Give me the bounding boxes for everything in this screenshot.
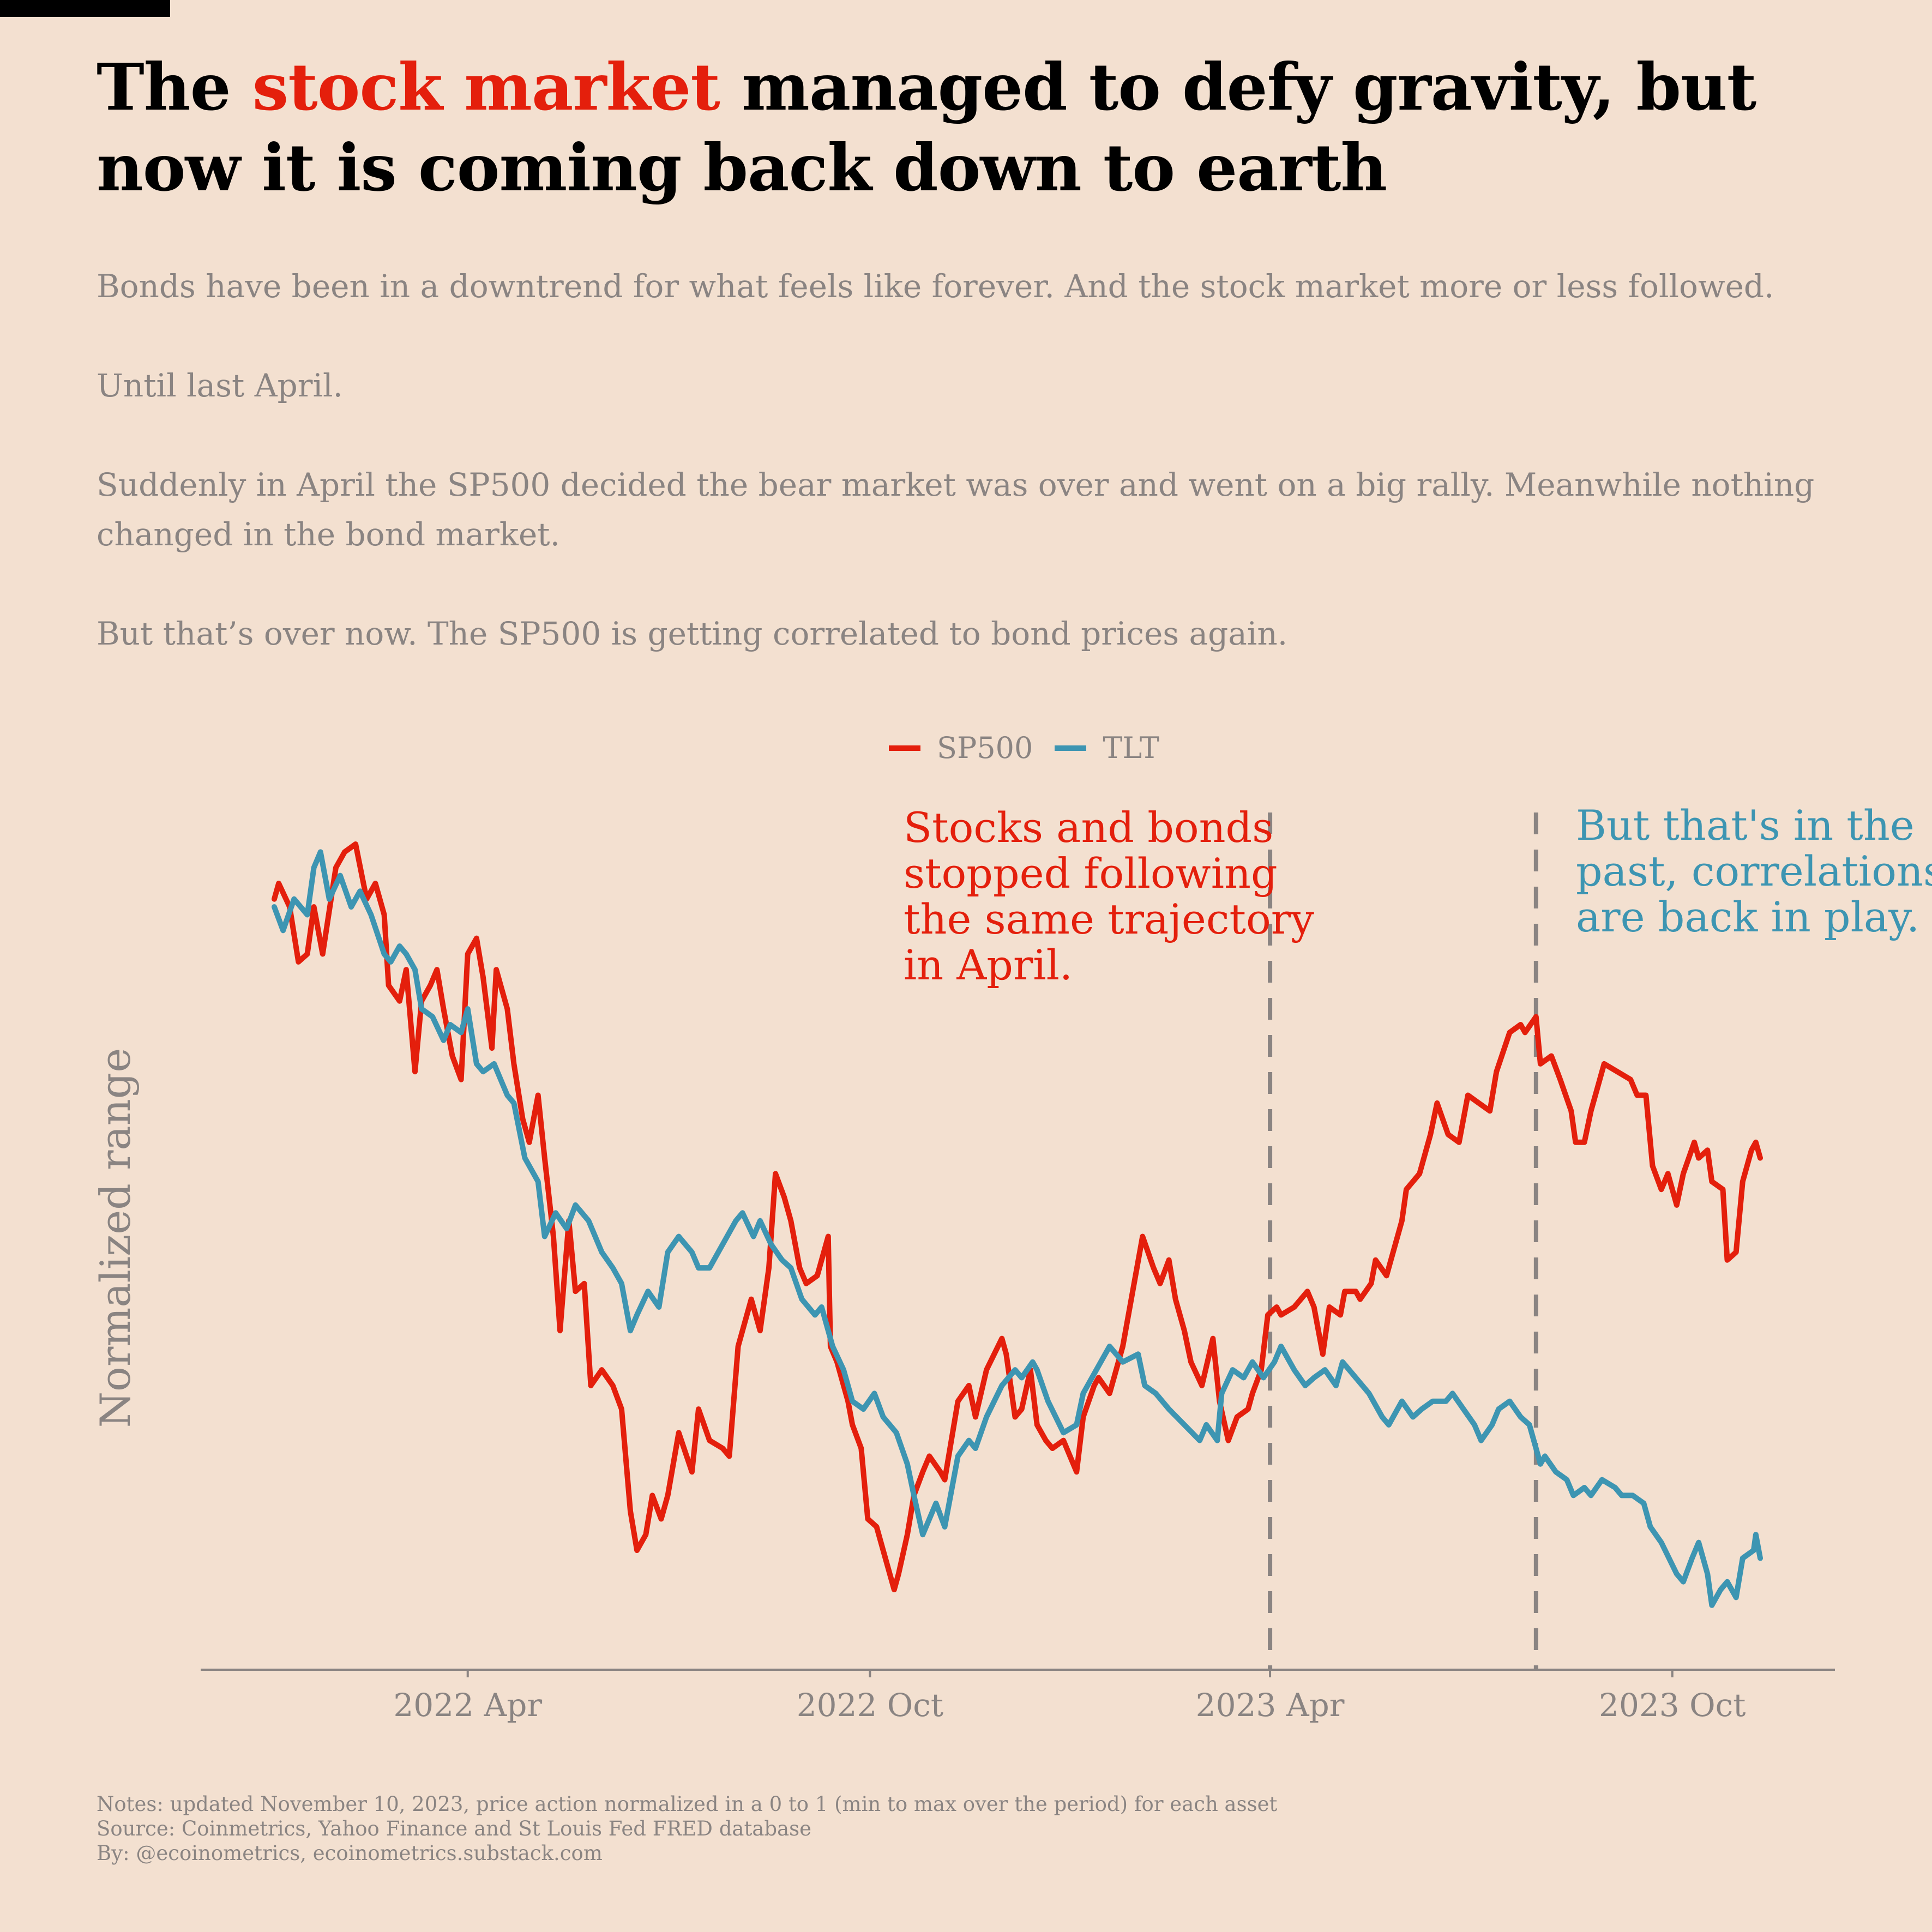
annotation-line: the same trajectory: [904, 895, 1314, 943]
footer-notes: Notes: updated November 10, 2023, price …: [97, 1792, 1278, 1816]
legend-swatch-tlt: [1055, 745, 1087, 751]
annotation-line: But that's in the: [1576, 801, 1915, 850]
annotations: Stocks and bonds stopped following the sam…: [904, 801, 1932, 989]
subtitle-paragraph: Suddenly in April the SP500 decided the …: [97, 466, 1815, 553]
title-accent: stock market: [252, 49, 720, 125]
subtitle-paragraph: Bonds have been in a downtrend for what …: [97, 268, 1774, 305]
x-axis-ticks: 2022 Apr 2022 Oct 2023 Apr 2023 Oct: [393, 1670, 1746, 1724]
chart-footer: Notes: updated November 10, 2023, price …: [97, 1792, 1277, 1865]
chart-subtitle: Bonds have been in a downtrend for what …: [97, 262, 1869, 659]
x-tick-label: 2023 Apr: [1196, 1687, 1345, 1724]
x-tick-label: 2022 Apr: [393, 1687, 542, 1724]
legend-swatch-sp500: [889, 745, 920, 751]
x-tick-label: 2022 Oct: [797, 1687, 943, 1724]
y-axis-label: Normalized range: [91, 1048, 140, 1428]
legend-label-tlt: TLT: [1103, 731, 1159, 765]
annotation-line: Stocks and bonds: [904, 803, 1273, 852]
subtitle-paragraph: But that’s over now. The SP500 is gettin…: [97, 615, 1288, 652]
annotation-line: stopped following: [904, 849, 1278, 898]
chart-legend: SP500 TLT: [889, 731, 1181, 765]
chart-title: The stock market managed to defy gravity…: [97, 47, 1896, 208]
series-line-tlt: [272, 849, 1763, 1608]
legend-item-sp500: SP500: [889, 731, 1033, 765]
legend-label-sp500: SP500: [937, 731, 1033, 765]
footer-source: Source: Coinmetrics, Yahoo Finance and S…: [97, 1817, 812, 1840]
annotation-line: past, correlations: [1576, 847, 1932, 895]
legend-item-tlt: TLT: [1055, 731, 1159, 765]
series-line-sp500: [272, 841, 1763, 1593]
annotation-text: Stocks and bonds stopped following the sam…: [904, 803, 1314, 989]
series-lines: [272, 841, 1763, 1608]
title-part-2: managed to defy gravity, but now it is c…: [97, 49, 1756, 206]
corner-accent-bar: [0, 0, 170, 17]
reference-lines: [1268, 812, 1538, 1670]
title-part-1: The: [97, 49, 252, 125]
footer-byline: By: @ecoinometrics, ecoinometrics.substa…: [97, 1841, 603, 1865]
annotation-text: But that's in the past, correlations are b…: [1576, 801, 1932, 941]
annotation-line: in April.: [904, 941, 1073, 989]
x-tick-label: 2023 Oct: [1599, 1687, 1746, 1724]
subtitle-paragraph: Until last April.: [97, 367, 343, 404]
annotation-line: are back in play.: [1576, 893, 1919, 941]
